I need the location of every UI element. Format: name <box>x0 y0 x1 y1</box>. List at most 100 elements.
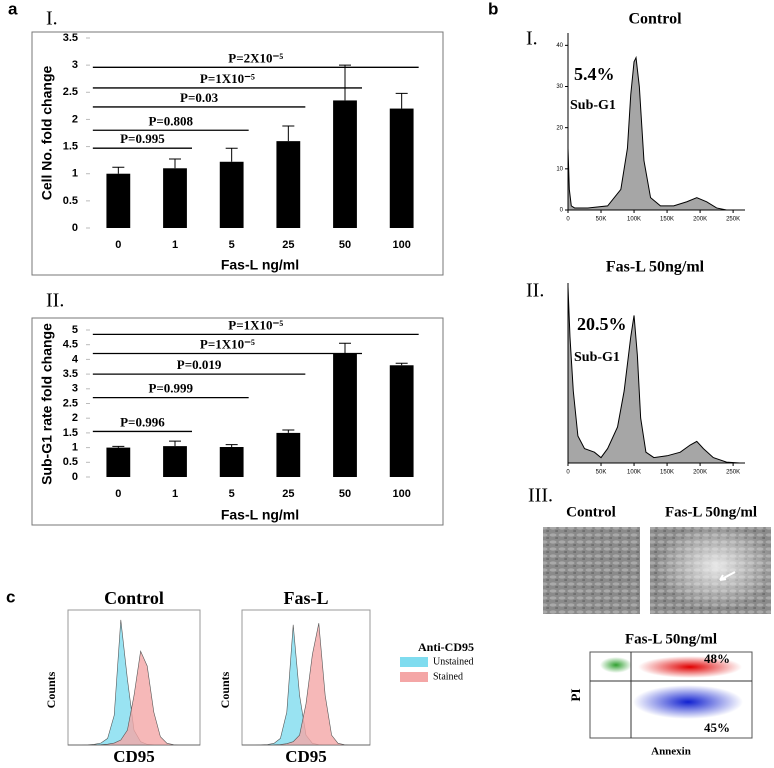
y-tick-label: 4 <box>72 353 79 365</box>
bar <box>163 168 187 228</box>
dot-cloud <box>633 685 743 719</box>
y-tick-label: 3 <box>72 383 78 395</box>
error-bar <box>169 440 181 447</box>
x-tick-label: 0 <box>566 470 570 476</box>
p-value: P=0.996 <box>120 414 165 429</box>
axes <box>567 283 745 464</box>
histogram-area <box>567 55 740 211</box>
bar <box>106 447 131 477</box>
x-tick-label: 250K <box>726 470 740 476</box>
y-tick-label: 0.5 <box>63 456 78 468</box>
y-label: Counts <box>218 671 232 708</box>
x-label: CD95 <box>113 747 155 766</box>
panel-letter: c <box>6 587 15 606</box>
p-value: P=1X10⁻⁵ <box>200 337 255 352</box>
panel-label: II. <box>46 290 64 312</box>
bar <box>389 108 414 228</box>
chart-title: Control <box>104 588 164 608</box>
chart-title: Fas-L 50ng/ml <box>606 259 705 276</box>
y-tick-label: 2 <box>72 412 78 424</box>
histogram-area <box>567 286 740 464</box>
bar <box>276 432 301 477</box>
annotation: 20.5% <box>577 314 627 334</box>
bar <box>219 447 244 477</box>
x-tick-label: 5 <box>229 239 235 251</box>
x-tick-label: 100K <box>627 470 641 476</box>
legend-swatch <box>400 657 428 667</box>
x-tick-label: 5 <box>229 488 235 500</box>
legend-label: Unstained <box>433 656 474 667</box>
error-bar <box>169 158 181 169</box>
bar <box>333 353 357 477</box>
y-tick-label: 1 <box>72 442 78 454</box>
legend-label: Stained <box>433 671 463 682</box>
panel-letter: a <box>8 0 18 18</box>
y-tick-label: 3.5 <box>63 368 78 380</box>
y-tick-label: 0 <box>72 222 78 234</box>
x-label: Annexin <box>651 746 691 758</box>
y-tick-label: 0 <box>72 471 78 483</box>
x-tick-label: 200K <box>693 217 707 223</box>
y-tick-label: 2.5 <box>63 397 78 409</box>
y-tick-label: 4.5 <box>63 339 78 351</box>
y-tick-label: 1.5 <box>63 427 78 439</box>
panel-label: I. <box>526 28 538 50</box>
quadrant-label: 48% <box>704 651 730 666</box>
y-label: Counts <box>44 671 58 708</box>
y-tick-label: 40 <box>556 43 563 49</box>
chart-title: Control <box>628 11 682 28</box>
quadrant-label: 45% <box>704 720 730 735</box>
x-tick-label: 100 <box>392 239 410 251</box>
y-tick-label: 1 <box>72 168 78 180</box>
y-tick-label: 3 <box>72 59 78 71</box>
error-bar <box>112 166 125 174</box>
p-value: P=1X10⁻⁵ <box>228 317 283 332</box>
error-bar <box>282 125 295 142</box>
panel-label: I. <box>46 8 58 30</box>
x-label: CD95 <box>285 747 327 766</box>
error-bar <box>339 342 351 354</box>
y-label: PI <box>568 689 583 702</box>
y-tick-label: 2.5 <box>63 86 78 98</box>
x-tick-label: 50K <box>596 470 607 476</box>
dot-cloud <box>638 656 742 678</box>
y-label: Cell No. fold change <box>39 66 55 201</box>
x-tick-label: 250K <box>726 217 740 223</box>
panel-label: III. <box>528 485 553 507</box>
y-tick-label: 5 <box>72 324 78 336</box>
x-tick-label: 100 <box>392 488 410 500</box>
p-value: P=0.019 <box>177 357 222 372</box>
annotation: Sub-G1 <box>570 98 616 113</box>
p-value: P=0.995 <box>120 131 165 146</box>
x-tick-label: 0 <box>115 488 121 500</box>
micrograph-glow <box>650 527 771 614</box>
error-bar <box>339 64 351 101</box>
p-value: P=0.999 <box>148 381 193 396</box>
p-value: P=0.808 <box>148 113 193 128</box>
annotation: Sub-G1 <box>574 350 620 365</box>
legend-title: Anti-CD95 <box>418 640 474 654</box>
x-tick-label: 1 <box>172 239 178 251</box>
x-tick-label: 0 <box>115 239 121 251</box>
error-bar <box>395 92 408 109</box>
bar <box>333 100 357 228</box>
legend-swatch <box>400 672 428 682</box>
arrow <box>719 571 736 581</box>
x-tick-label: 0 <box>566 217 570 223</box>
image-title: Control <box>566 504 616 520</box>
histogram-area <box>242 623 370 746</box>
x-tick-label: 25 <box>282 239 294 251</box>
x-tick-label: 25 <box>282 488 294 500</box>
chart-title: Fas-L <box>284 588 329 608</box>
x-tick-label: 50 <box>339 239 351 251</box>
y-label: Sub-G1 rate fold change <box>39 323 55 485</box>
x-label: Fas-L ng/ml <box>221 257 299 273</box>
error-bar <box>282 429 295 433</box>
error-bar <box>395 362 408 366</box>
histogram-area <box>68 650 200 746</box>
y-tick-label: 2 <box>72 113 78 125</box>
x-tick-label: 100K <box>627 217 641 223</box>
x-label: Fas-L ng/ml <box>221 507 299 523</box>
bar <box>106 173 131 228</box>
